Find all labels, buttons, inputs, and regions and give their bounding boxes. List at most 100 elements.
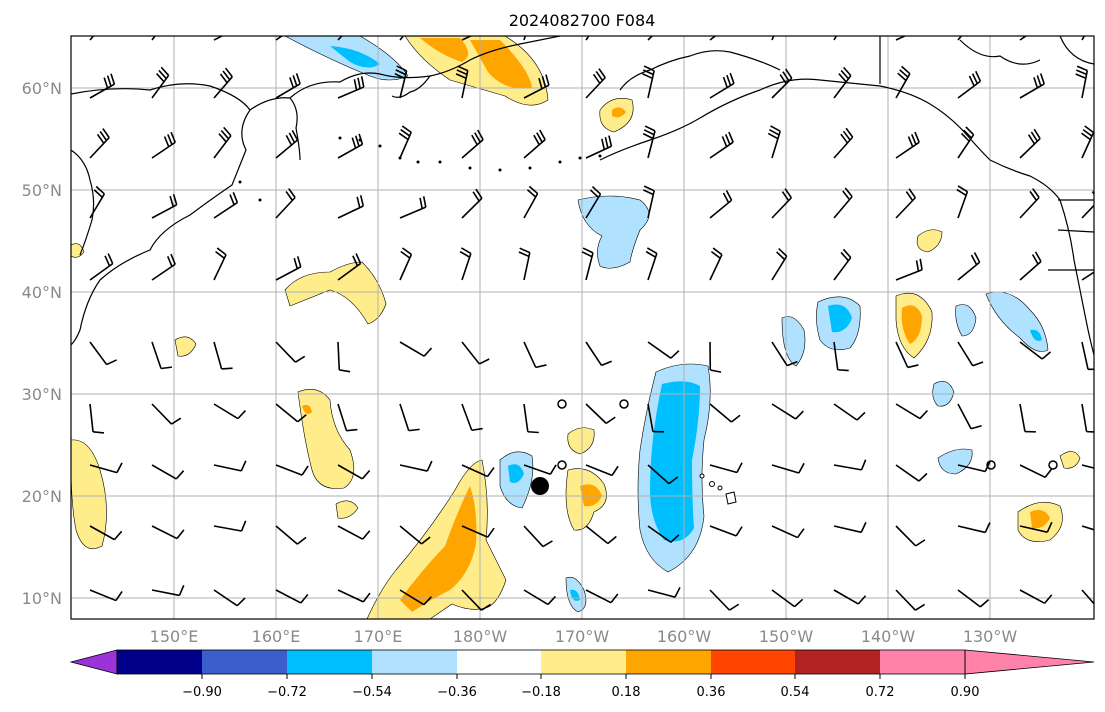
wind-barb bbox=[337, 464, 371, 480]
wind-barb bbox=[771, 188, 793, 219]
wind-barb bbox=[337, 341, 351, 373]
hawaiian-islands bbox=[699, 473, 737, 505]
map-frame bbox=[70, 35, 1095, 620]
wind-barb bbox=[461, 188, 483, 219]
wind-barb bbox=[151, 341, 173, 370]
wind-barb bbox=[585, 185, 602, 219]
wind-barb bbox=[213, 126, 232, 159]
wind-barb bbox=[151, 464, 185, 480]
wind-barb bbox=[833, 522, 867, 534]
wind-barb bbox=[213, 67, 233, 99]
wind-barb bbox=[337, 36, 343, 41]
wind-barb bbox=[647, 403, 664, 433]
wind-barb bbox=[399, 460, 433, 472]
wind-barb bbox=[895, 525, 926, 547]
wind-barb bbox=[895, 341, 919, 369]
wind-barb bbox=[275, 403, 307, 423]
wind-barb bbox=[1019, 251, 1042, 281]
colorbar-bin bbox=[287, 650, 372, 674]
wind-barb bbox=[833, 248, 852, 281]
colorbar-left-extend bbox=[69, 649, 118, 675]
colorbar-bin bbox=[711, 650, 795, 674]
wind-barb bbox=[275, 464, 309, 476]
wind-barb bbox=[581, 247, 594, 281]
wind-barb bbox=[213, 589, 246, 607]
colorbar-right-extend bbox=[964, 649, 1095, 675]
wind-barb bbox=[399, 196, 427, 219]
wind-barb bbox=[151, 253, 176, 281]
wind-barb bbox=[275, 525, 307, 545]
wind-barb bbox=[275, 36, 284, 41]
wind-barb bbox=[833, 66, 852, 99]
wind-barb bbox=[275, 341, 306, 363]
wind-barb bbox=[337, 403, 358, 432]
wind-barb bbox=[895, 403, 929, 420]
lat-label-50n: 50°N bbox=[22, 181, 62, 200]
wind-barb bbox=[1019, 128, 1041, 159]
wind-barb bbox=[523, 74, 550, 99]
wind-barb bbox=[585, 403, 616, 425]
wind-barb bbox=[833, 36, 838, 41]
wind-barb bbox=[1081, 589, 1094, 605]
wind-barb bbox=[767, 125, 781, 159]
colorbar-tick-label: 0.18 bbox=[612, 685, 641, 700]
wind-barb bbox=[275, 73, 301, 99]
wind-barb bbox=[895, 65, 911, 99]
wind-barb bbox=[642, 125, 656, 159]
lat-label-30n: 30°N bbox=[22, 385, 62, 404]
wind-barb bbox=[461, 341, 490, 365]
wind-barb bbox=[709, 247, 723, 281]
wind-barb bbox=[151, 525, 185, 540]
wind-barb bbox=[89, 185, 106, 219]
wind-barb bbox=[275, 129, 299, 159]
colorbar-bin bbox=[795, 650, 880, 674]
lon-label-150w: 150°W bbox=[759, 627, 814, 646]
wind-barb bbox=[709, 190, 733, 219]
longitude-labels: 150°E 160°E 170°E 180°W 170°W 160°W 150°… bbox=[150, 627, 1018, 646]
colorbar-tick-label: −0.36 bbox=[437, 685, 477, 700]
negative-anomaly-areas bbox=[284, 36, 1049, 613]
wind-barb bbox=[213, 520, 247, 532]
wind-barb bbox=[399, 247, 413, 281]
wind-barb bbox=[523, 185, 539, 219]
wind-barb bbox=[1081, 403, 1094, 433]
wind-barb bbox=[89, 525, 123, 541]
wind-barb bbox=[585, 68, 606, 99]
wind-barb bbox=[337, 195, 365, 219]
wind-barb bbox=[275, 188, 296, 219]
wind-barb bbox=[833, 187, 853, 219]
wind-barb bbox=[398, 125, 412, 159]
lat-label-20n: 20°N bbox=[22, 487, 62, 506]
wind-barb bbox=[833, 589, 867, 605]
wind-barbs bbox=[89, 36, 1094, 611]
storm-center-marker bbox=[531, 477, 549, 495]
wind-barb bbox=[151, 194, 178, 219]
wind-barb bbox=[89, 253, 114, 281]
wind-barb bbox=[771, 462, 805, 474]
wind-barb bbox=[709, 341, 722, 373]
wind-barb bbox=[151, 66, 170, 99]
wind-barb bbox=[399, 525, 431, 545]
lon-label-170e: 170°E bbox=[354, 627, 403, 646]
wind-barb bbox=[709, 403, 741, 423]
lon-label-160w: 160°W bbox=[657, 627, 712, 646]
positive-anomaly-areas bbox=[71, 36, 1081, 619]
wind-barb bbox=[709, 462, 743, 474]
wind-barb bbox=[647, 525, 680, 543]
wind-barb bbox=[1019, 188, 1040, 219]
colorbar-tick-label: −0.72 bbox=[267, 685, 307, 700]
lat-label-40n: 40°N bbox=[22, 283, 62, 302]
colorbar: −0.90 −0.72 −0.54 −0.36 −0.18 0.18 0.36 … bbox=[69, 649, 1095, 700]
wind-barb bbox=[394, 65, 408, 99]
wind-barb bbox=[895, 464, 928, 482]
wind-barb bbox=[1081, 464, 1094, 469]
colorbar-bin bbox=[626, 650, 711, 674]
wind-barb bbox=[709, 36, 717, 41]
wind-barb bbox=[957, 522, 991, 534]
wind-barb bbox=[957, 252, 981, 281]
wind-barb bbox=[647, 36, 654, 41]
wind-barb bbox=[337, 253, 362, 281]
wind-barb bbox=[771, 589, 804, 608]
wind-barb bbox=[337, 133, 364, 159]
wind-barb bbox=[461, 403, 483, 432]
